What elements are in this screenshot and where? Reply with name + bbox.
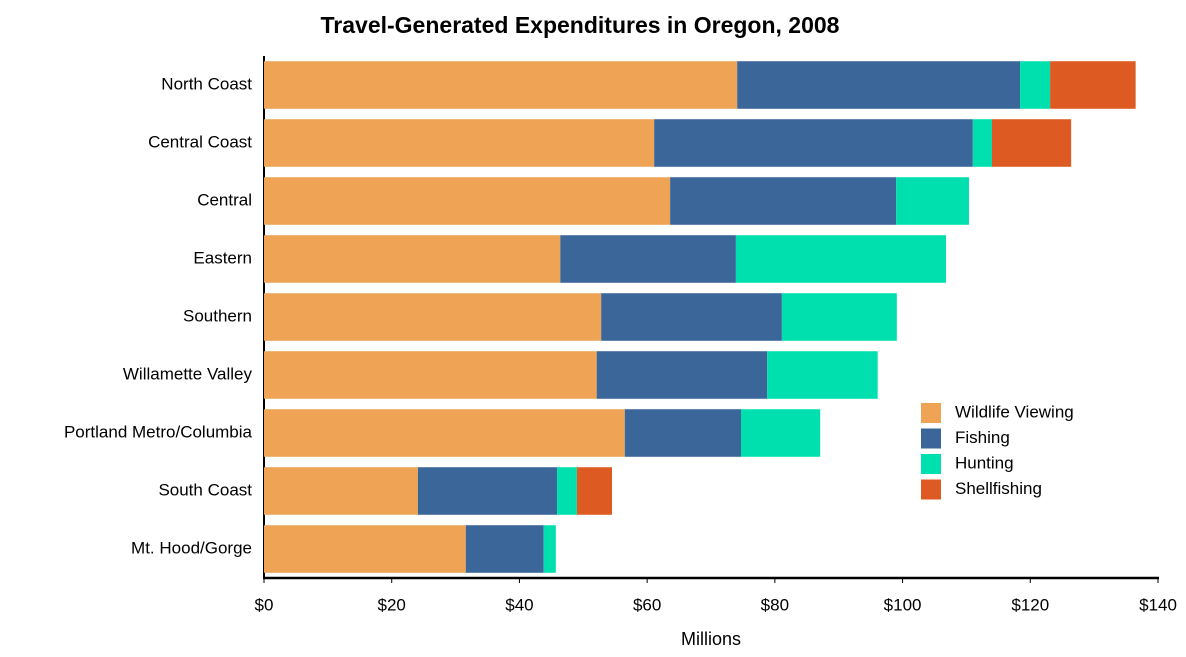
bar-segment [264, 351, 597, 399]
x-tick-label: $80 [761, 595, 789, 614]
bar-segment [654, 119, 973, 167]
bar-segment [601, 293, 782, 341]
bar-segment [264, 177, 671, 225]
bar-segment [670, 177, 897, 225]
bar-segment [264, 409, 625, 457]
bar-segment [767, 351, 878, 399]
legend-swatch [921, 454, 941, 474]
bar-segment [1050, 61, 1136, 109]
x-tick-label: $120 [1011, 595, 1049, 614]
y-tick-label: Willamette Valley [123, 364, 253, 383]
bar-segment [264, 467, 418, 515]
y-tick-label: South Coast [158, 480, 252, 499]
bar-segment [741, 409, 821, 457]
legend-label: Fishing [955, 428, 1010, 447]
chart-title: Travel-Generated Expenditures in Oregon,… [321, 12, 840, 38]
y-tick-label: Eastern [193, 248, 252, 267]
bar-segment [543, 525, 556, 573]
y-tick-label: Central [197, 190, 252, 209]
y-tick-label: North Coast [161, 74, 252, 93]
x-tick-label: $60 [633, 595, 661, 614]
bar-segment [735, 235, 946, 283]
legend-swatch [921, 428, 941, 449]
bar-segment [596, 351, 768, 399]
legend-label: Shellfishing [955, 479, 1042, 498]
bar-segment [264, 293, 602, 341]
legend-label: Wildlife Viewing [955, 402, 1074, 421]
y-tick-label: Southern [183, 306, 252, 325]
bar-segment [264, 119, 655, 167]
x-tick-label: $40 [505, 595, 533, 614]
bar-segment [624, 409, 742, 457]
bar-segment [417, 467, 558, 515]
bar-segment [896, 177, 969, 225]
bar-segment [972, 119, 992, 167]
y-tick-label: Central Coast [148, 132, 252, 151]
legend-label: Hunting [955, 453, 1014, 472]
bar-segment [465, 525, 544, 573]
y-tick-label: Portland Metro/Columbia [64, 422, 253, 441]
x-axis-label: Millions [681, 629, 741, 649]
x-tick-label: $20 [378, 595, 406, 614]
x-tick-label: $0 [255, 595, 274, 614]
bar-segment [781, 293, 897, 341]
x-tick-label: $140 [1139, 595, 1177, 614]
x-tick-label: $100 [884, 595, 922, 614]
bar-segment [264, 61, 738, 109]
bar-segment [264, 525, 466, 573]
bar-segment [560, 235, 736, 283]
bar-segment [1020, 61, 1051, 109]
bar-segment [991, 119, 1072, 167]
bar-segment [264, 235, 561, 283]
bar-segment [557, 467, 577, 515]
y-tick-label: Mt. Hood/Gorge [131, 538, 252, 557]
bar-segment [576, 467, 613, 515]
legend-swatch [921, 403, 941, 423]
bar-segment [737, 61, 1021, 109]
legend-swatch [921, 479, 941, 500]
